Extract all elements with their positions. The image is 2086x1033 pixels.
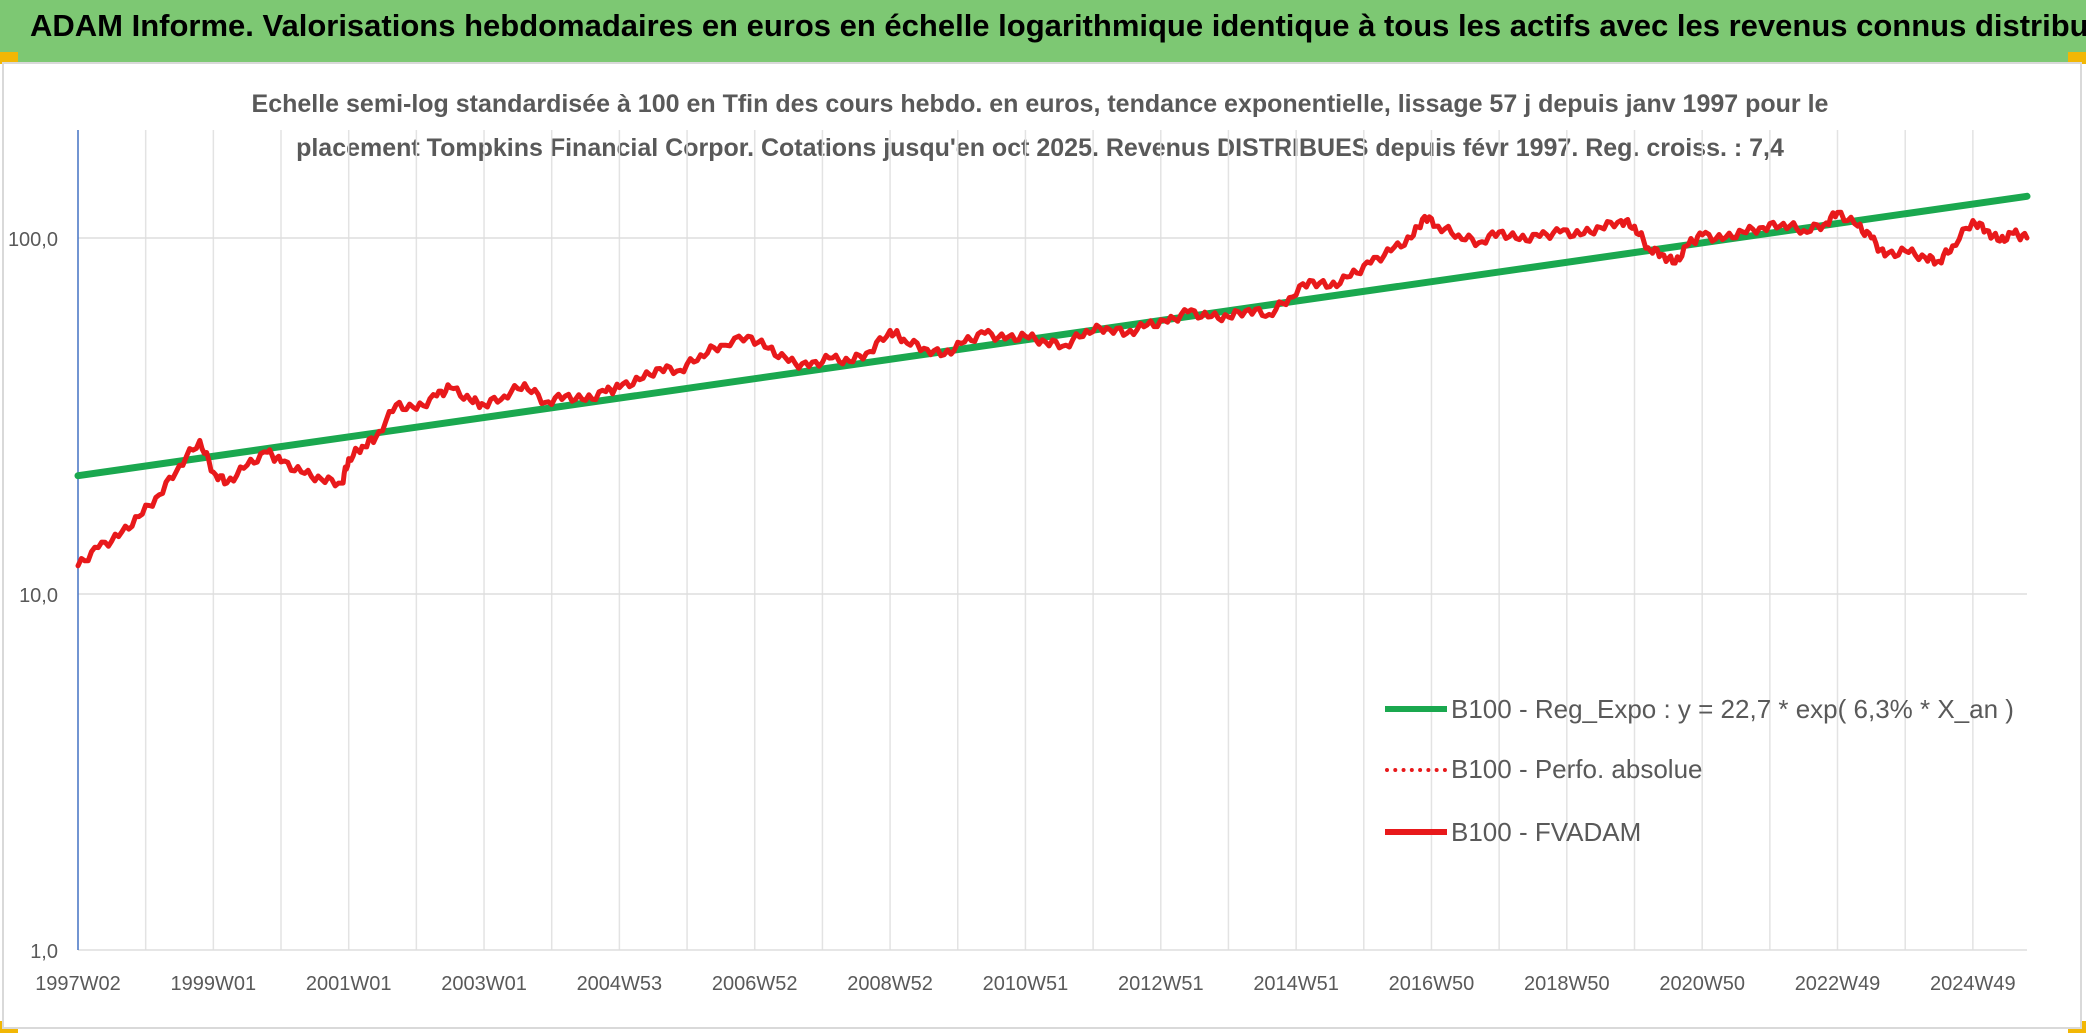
legend-swatch-solid-red (1385, 829, 1447, 835)
x-tick-label: 2014W51 (1253, 973, 1339, 995)
legend-swatch-solid-green (1385, 706, 1447, 712)
series-layer (74, 192, 2031, 569)
x-tick-label: 1999W01 (171, 973, 257, 995)
series-line-0 (74, 192, 2031, 480)
x-tick-label: 2022W49 (1795, 973, 1881, 995)
y-tick-label: 1,0 (30, 941, 58, 963)
x-tick-label: 2012W51 (1118, 973, 1204, 995)
x-tick-label: 2004W53 (577, 973, 663, 995)
x-tick-label: 2001W01 (306, 973, 392, 995)
x-tick-label: 2020W50 (1659, 973, 1745, 995)
chart-title-line-1: Echelle semi-log standardisée à 100 en T… (251, 90, 1829, 118)
x-tick-label: 1997W02 (35, 973, 121, 995)
legend-label: B100 - FVADAM (1451, 817, 1642, 847)
legend-label: B100 - Perfo. absolue (1451, 754, 1703, 784)
x-tick-label: 2008W52 (847, 973, 933, 995)
x-tick-label: 2006W52 (712, 973, 798, 995)
y-tick-label: 10,0 (19, 585, 58, 607)
header-title: ADAM Informe. Valorisations hebdomadaire… (30, 8, 2086, 43)
corner-marker-left (0, 52, 18, 64)
grid-layer (78, 130, 2027, 951)
x-tick-label: 2018W50 (1524, 973, 1610, 995)
series-line-2 (75, 209, 2030, 569)
legend-swatch-dotted-red (1385, 768, 1447, 772)
legend-label: B100 - Reg_Expo : y = 22,7 * exp( 6,3% *… (1451, 694, 2014, 724)
x-tick-label: 2003W01 (441, 973, 527, 995)
header-banner: ADAM Informe. Valorisations hebdomadaire… (0, 0, 2086, 62)
x-tick-label: 2016W50 (1389, 973, 1475, 995)
x-tick-label: 2024W49 (1930, 973, 2016, 995)
chart-title-line-2: placement Tompkins Financial Corpor. Cot… (296, 134, 1784, 162)
corner-marker-right (2068, 52, 2086, 64)
x-tick-label: 2010W51 (983, 973, 1069, 995)
tick-label-layer: 1,0 10,0 100,0 1997W02 1999W01 2001W01 2003W01… (8, 229, 2016, 995)
y-tick-label: 100,0 (8, 229, 58, 251)
